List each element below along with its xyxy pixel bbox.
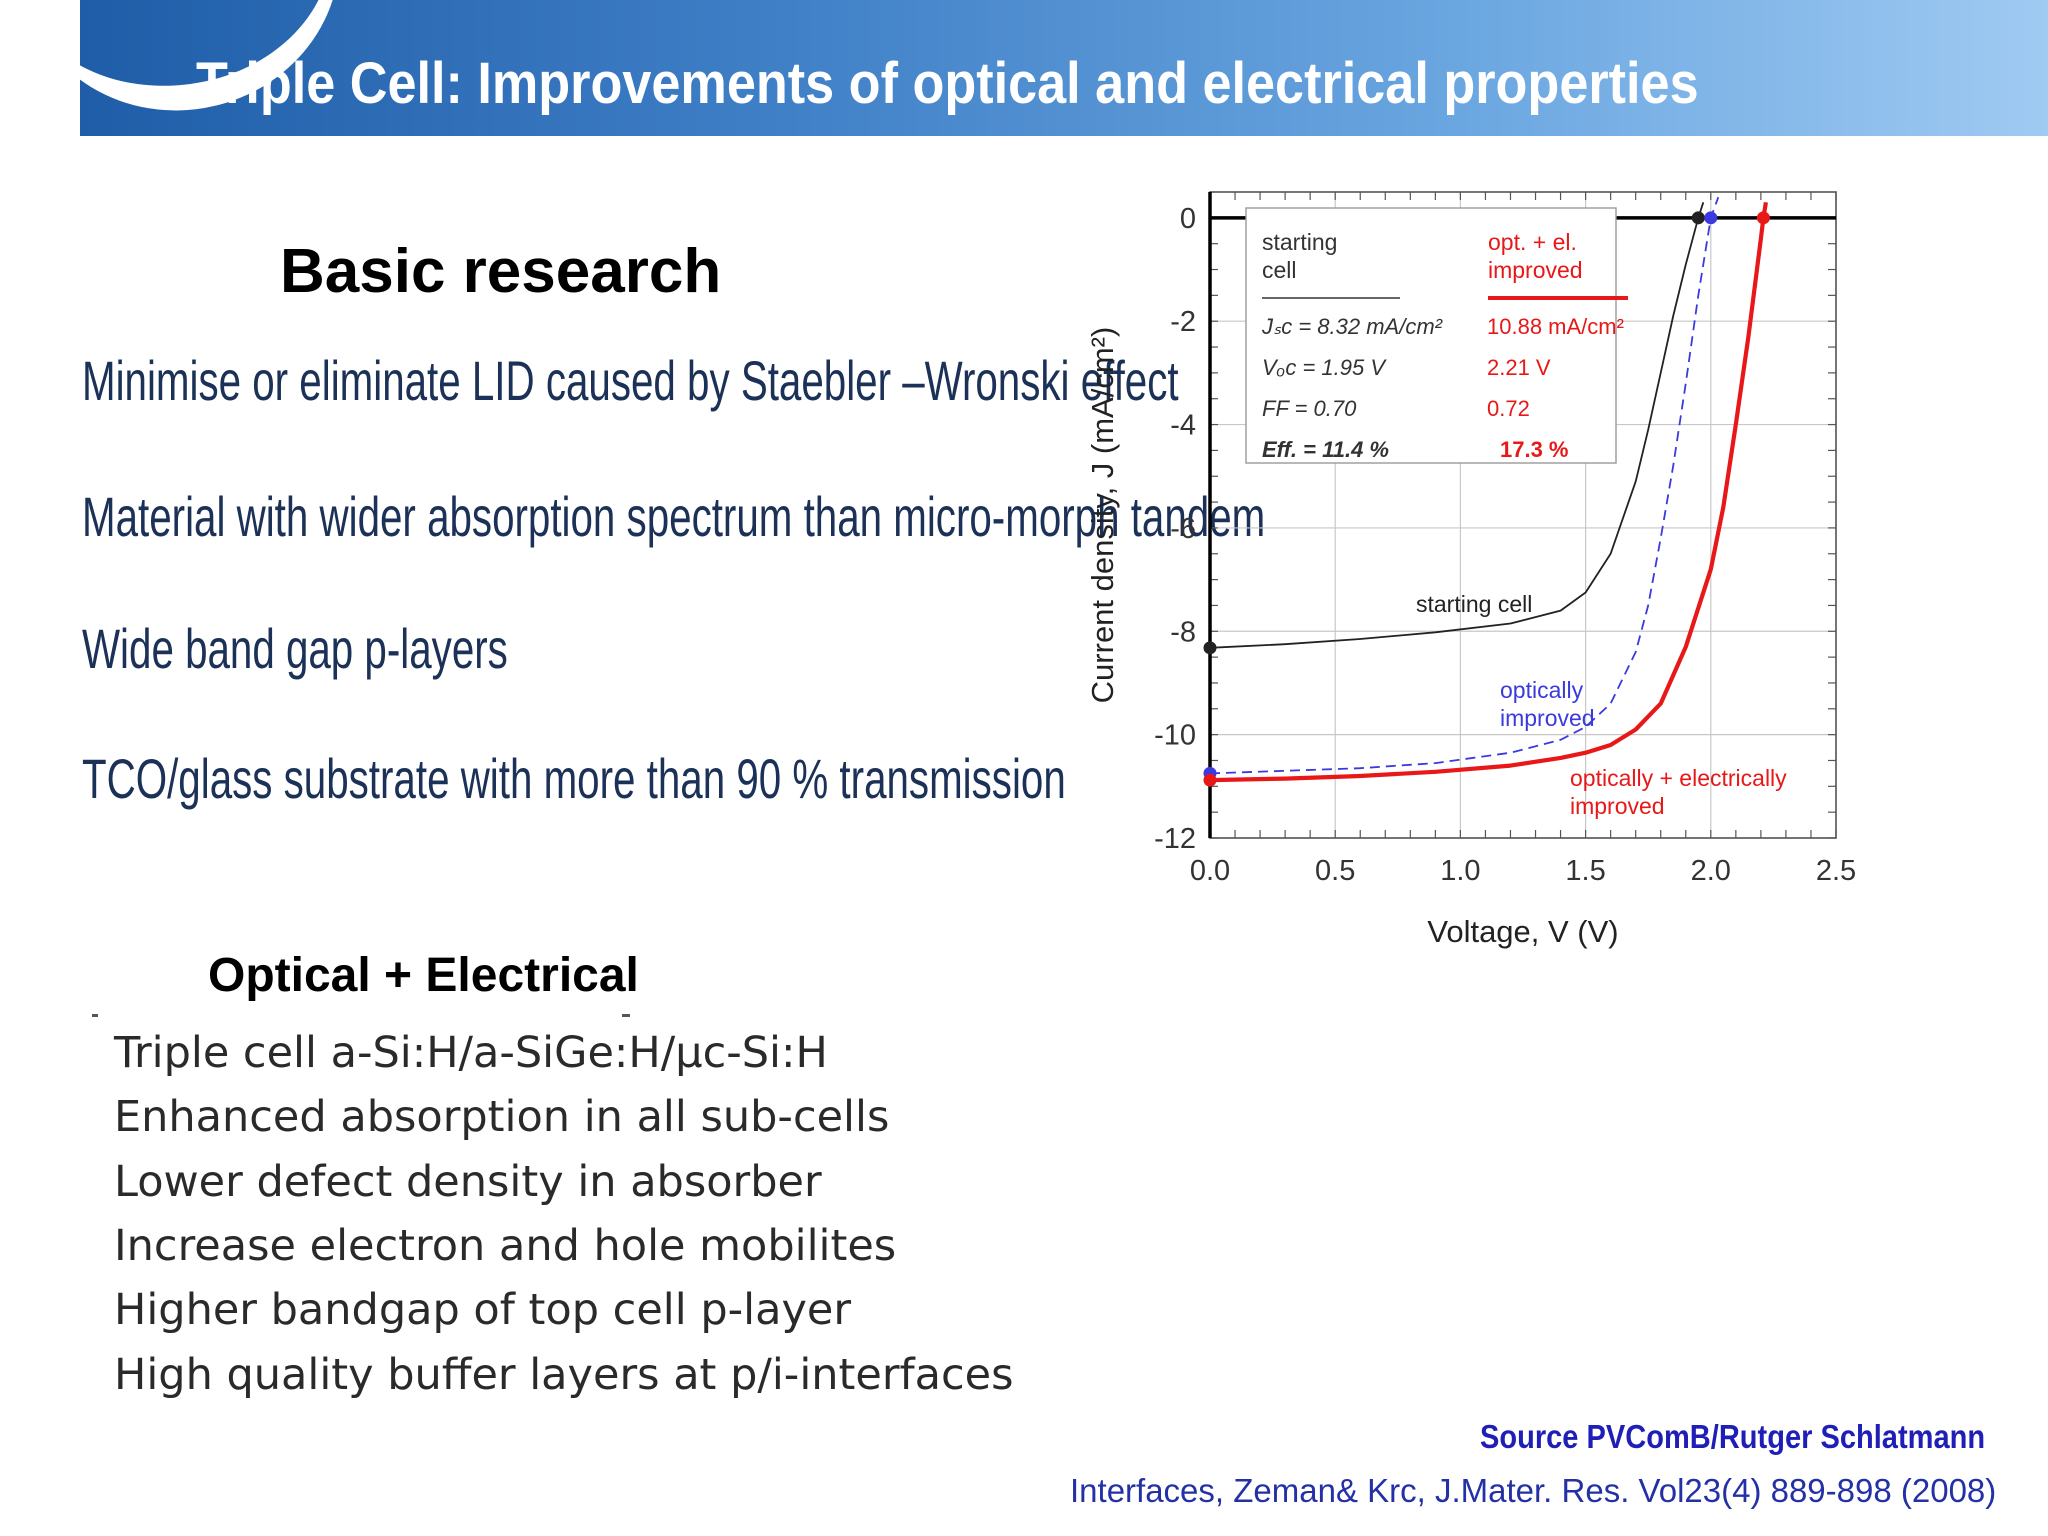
table-row-improved: 10.88 mA/cm²: [1487, 314, 1624, 339]
series-line-optical-electrical: [1209, 201, 1768, 783]
x-tick-label: 2.0: [1691, 855, 1731, 887]
data-point-marker: [1203, 641, 1217, 655]
curve-label: optically: [1500, 677, 1584, 703]
table-row-improved: 2.21 V: [1487, 355, 1551, 380]
table-row-improved: 17.3 %: [1500, 437, 1569, 462]
y-tick-label: 0: [1180, 203, 1196, 235]
table-row-starting: Vₒᴄ = 1.95 V: [1262, 355, 1387, 380]
table-row-starting: FF = 0.70: [1262, 396, 1357, 421]
x-tick-label: 1.5: [1565, 855, 1605, 887]
optical-electrical-heading: Optical + Electrical: [208, 949, 639, 1002]
basic-research-heading: Basic research: [280, 237, 722, 306]
table-box: [1245, 207, 1617, 464]
y-tick-label: -12: [1154, 823, 1196, 855]
data-point-marker: [1691, 211, 1705, 225]
reference-citation: Interfaces, Zeman& Krc, J.Mater. Res. Vo…: [1070, 1472, 1997, 1509]
chart-axes: 0.0 0.5 1.0 1.5 2.0 2.5 0 -2 -4 -6 -8 -10 -12 Voltage…: [1085, 191, 1856, 949]
basic-research-item: Material with wider absorption spectrum …: [82, 485, 1266, 548]
slide-title: Triple Cell: Improvements of optical and…: [196, 51, 1699, 116]
table-header-starting: cell: [1262, 257, 1297, 283]
basic-research-item: TCO/glass substrate with more than 90 % …: [82, 747, 1066, 810]
x-tick-label: 0.5: [1315, 855, 1355, 887]
chart-series: [1209, 196, 1768, 783]
chart-markers: [1203, 211, 1770, 787]
optical-electrical-item: Increase electron and hole mobilites: [114, 1221, 897, 1271]
optical-electrical-item: Lower defect density in absorber: [114, 1157, 822, 1207]
table-header-starting: starting: [1262, 229, 1337, 255]
y-tick-label: -6: [1170, 513, 1196, 545]
optical-electrical-item: High quality buffer layers at p/i-interf…: [114, 1350, 1014, 1400]
y-tick-label: -2: [1170, 306, 1196, 338]
data-point-marker: [1756, 211, 1770, 225]
title-banner: Triple Cell: Improvements of optical and…: [80, 0, 2048, 136]
y-tick-label: -10: [1154, 720, 1196, 752]
source-credit: Source PVComB/Rutger Schlatmann: [1480, 1418, 1986, 1455]
series-line-starting: [1209, 202, 1705, 649]
x-tick-label: 2.5: [1816, 855, 1856, 887]
data-point-marker: [1704, 211, 1718, 225]
basic-research-item: Wide band gap p-layers: [82, 617, 508, 680]
curve-label: improved: [1570, 793, 1665, 819]
table-row-starting: Eff. = 11.4 %: [1262, 437, 1389, 462]
table-row-starting: Jₛᴄ = 8.32 mA/cm²: [1261, 314, 1443, 339]
table-header-improved: improved: [1488, 257, 1583, 283]
curve-annotations: starting cellopticallyimprovedoptically …: [1416, 591, 1787, 819]
basic-research-item: Minimise or eliminate LID caused by Stae…: [82, 349, 1179, 412]
y-axis-label: Current density, J (mA/cm²): [1085, 327, 1120, 704]
table-header-improved: opt. + el.: [1488, 229, 1577, 255]
optical-electrical-item: Triple cell a-Si:H/a-SiGe:H/μc-Si:H: [114, 1028, 828, 1078]
table-row-improved: 0.72: [1487, 396, 1530, 421]
x-tick-label: 1.0: [1440, 855, 1480, 887]
jv-curve-chart: 0.0 0.5 1.0 1.5 2.0 2.5 0 -2 -4 -6 -8 -10 -12 Voltage…: [1085, 191, 1856, 949]
divider-mark: [622, 1014, 630, 1017]
optical-electrical-item: Enhanced absorption in all sub-cells: [114, 1092, 890, 1142]
divider-mark: [92, 1014, 98, 1017]
curve-label: starting cell: [1416, 591, 1532, 617]
x-tick-label: 0.0: [1190, 855, 1230, 887]
optical-electrical-item: Higher bandgap of top cell p-layer: [114, 1285, 852, 1335]
y-tick-label: -4: [1170, 410, 1196, 442]
series-line-optical: [1209, 196, 1720, 775]
data-point-marker: [1203, 773, 1217, 787]
x-axis-label: Voltage, V (V): [1427, 914, 1618, 949]
y-tick-label: -8: [1170, 616, 1196, 648]
curve-label: improved: [1500, 705, 1595, 731]
curve-label: optically + electrically: [1570, 765, 1787, 791]
